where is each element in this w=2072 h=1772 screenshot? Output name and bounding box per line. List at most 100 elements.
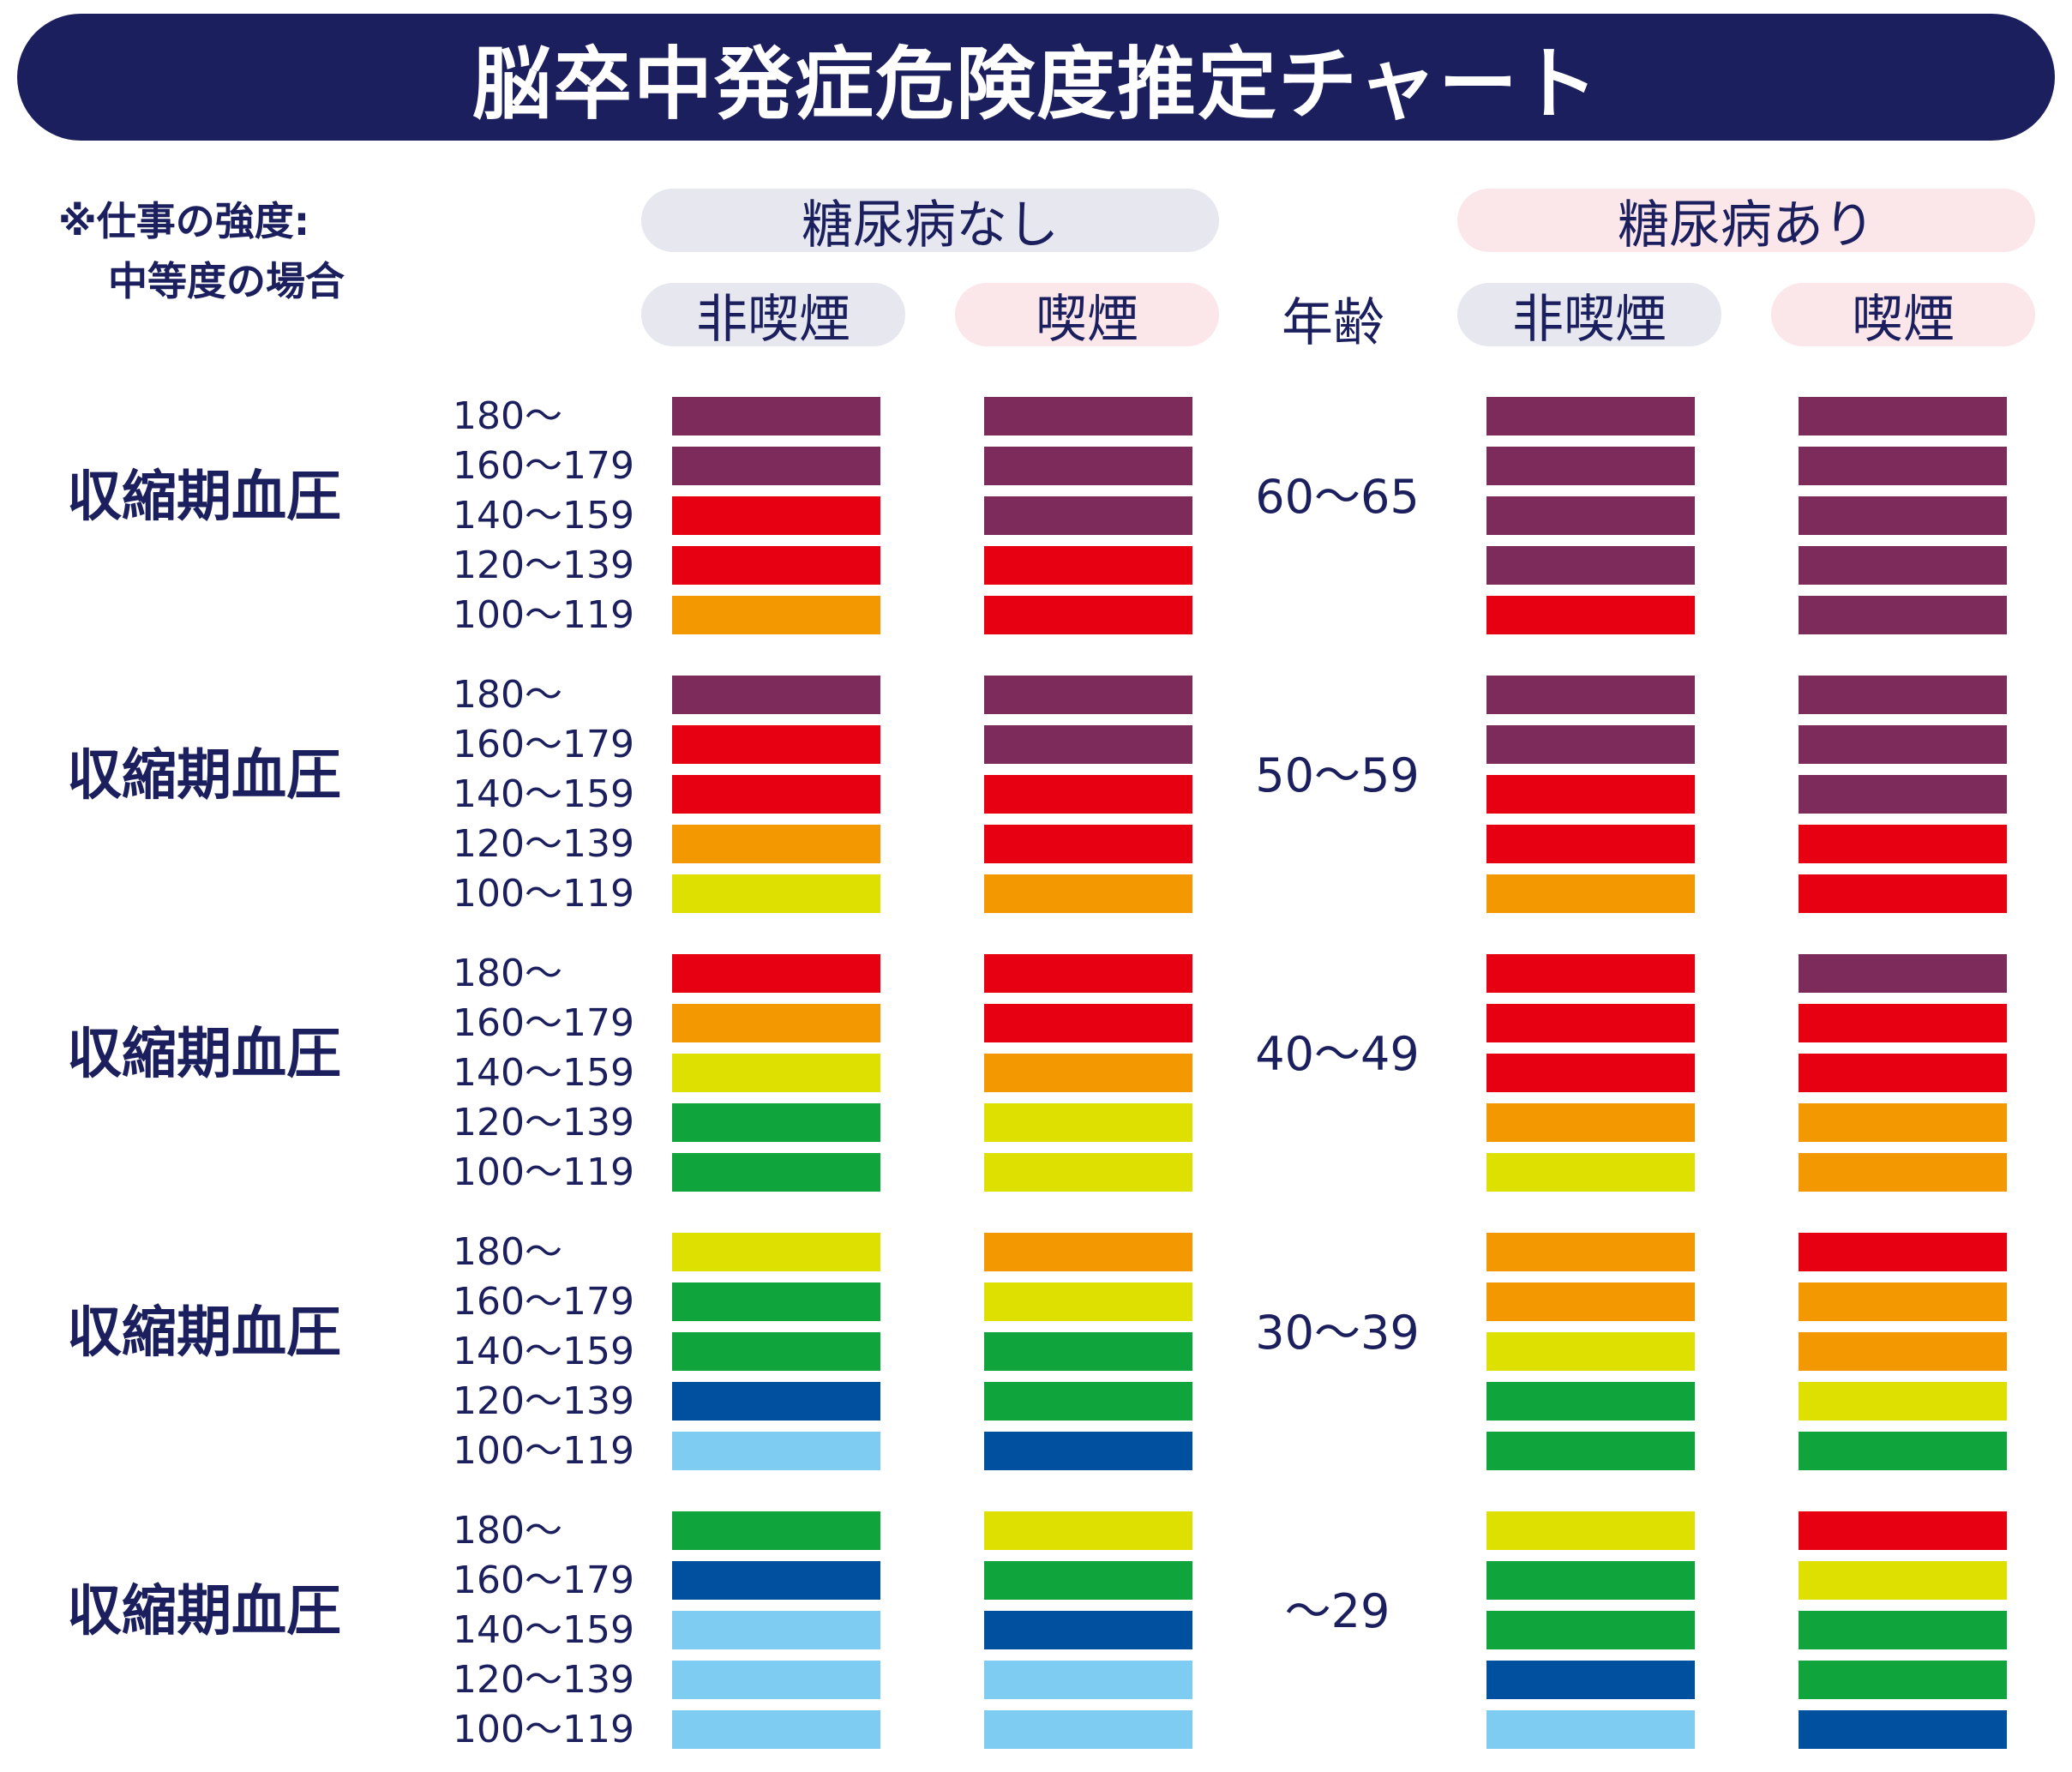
bp-range-label: 100〜119	[453, 1708, 634, 1751]
risk-cell	[1486, 1382, 1695, 1421]
risk-cell	[984, 676, 1192, 714]
risk-cell	[672, 1511, 880, 1550]
risk-cell	[1799, 825, 2007, 863]
risk-cell	[1486, 1103, 1695, 1142]
risk-cell	[1799, 725, 2007, 764]
risk-cell	[1799, 596, 2007, 634]
risk-cell	[1486, 1561, 1695, 1600]
risk-cell	[1799, 1561, 2007, 1600]
bp-range-label: 180〜	[453, 673, 562, 717]
risk-cell	[1486, 874, 1695, 913]
sub-header-smoker-diabetes: 喫煙	[1771, 283, 2035, 350]
age-group-label: 40〜49	[1255, 1027, 1420, 1081]
age-group-label: 〜29	[1284, 1584, 1390, 1638]
risk-cell	[984, 1511, 1192, 1550]
risk-cell	[984, 1710, 1192, 1749]
bp-range-label: 180〜	[453, 394, 562, 438]
age-group-label: 50〜59	[1255, 748, 1420, 802]
risk-cell	[1486, 447, 1695, 485]
risk-cell	[984, 1382, 1192, 1421]
risk-cell	[672, 676, 880, 714]
systolic-bp-label: 収縮期血圧	[67, 1580, 341, 1643]
risk-cell	[672, 1054, 880, 1092]
risk-cell	[1799, 1611, 2007, 1649]
risk-cell	[1486, 725, 1695, 764]
group-header-no-diabetes: 糖尿病なし	[641, 189, 1219, 255]
risk-cell	[1799, 546, 2007, 585]
risk-cell	[1486, 1004, 1695, 1042]
risk-cell	[984, 825, 1192, 863]
risk-cell	[1486, 1710, 1695, 1749]
risk-cell	[672, 447, 880, 485]
risk-cell	[672, 825, 880, 863]
risk-cell	[1799, 1103, 2007, 1142]
risk-cell	[984, 1611, 1192, 1649]
risk-cell	[672, 874, 880, 913]
risk-cell	[984, 1153, 1192, 1192]
note-line-1: ※仕事の強度:	[58, 198, 310, 244]
risk-cell	[672, 1233, 880, 1271]
bp-range-label: 140〜159	[453, 1608, 634, 1652]
bp-range-label: 120〜139	[453, 544, 634, 587]
risk-cell	[1799, 1004, 2007, 1042]
bp-range-label: 140〜159	[453, 1051, 634, 1095]
bp-range-label: 120〜139	[453, 1101, 634, 1144]
risk-cell	[1486, 954, 1695, 993]
bp-range-label: 180〜	[453, 1230, 562, 1274]
risk-cell	[1799, 1282, 2007, 1321]
risk-cell	[1486, 825, 1695, 863]
risk-cell	[984, 1103, 1192, 1142]
risk-cell	[984, 546, 1192, 585]
age-group-label: 60〜65	[1255, 470, 1420, 524]
bp-range-label: 160〜179	[453, 444, 634, 488]
bp-range-label: 160〜179	[453, 1280, 634, 1324]
risk-cell	[1486, 1233, 1695, 1271]
bp-range-label: 140〜159	[453, 1330, 634, 1373]
systolic-bp-label: 収縮期血圧	[67, 1301, 341, 1365]
risk-cell	[672, 1282, 880, 1321]
risk-cell	[1486, 496, 1695, 535]
risk-cell	[672, 1661, 880, 1699]
risk-cell	[672, 1382, 880, 1421]
risk-cell	[1799, 775, 2007, 814]
risk-cell	[984, 1233, 1192, 1271]
risk-cell	[1486, 1661, 1695, 1699]
bp-range-label: 160〜179	[453, 1559, 634, 1602]
sub-header-nonsmoker-no-diabetes: 非喫煙	[641, 283, 905, 350]
risk-cell	[1799, 874, 2007, 913]
bp-range-label: 160〜179	[453, 723, 634, 766]
systolic-bp-label: 収縮期血圧	[67, 744, 341, 808]
bp-range-label: 160〜179	[453, 1001, 634, 1045]
risk-cell	[1799, 1153, 2007, 1192]
risk-cell	[672, 1004, 880, 1042]
risk-cell	[1486, 1332, 1695, 1371]
risk-cell	[672, 1561, 880, 1600]
risk-cell	[1799, 496, 2007, 535]
risk-cell	[984, 1661, 1192, 1699]
risk-cell	[984, 1561, 1192, 1600]
group-header-diabetes: 糖尿病あり	[1457, 189, 2035, 255]
risk-cell	[1799, 1710, 2007, 1749]
risk-cell	[1486, 676, 1695, 714]
risk-cell	[672, 546, 880, 585]
sub-header-nonsmoker-diabetes: 非喫煙	[1457, 283, 1721, 350]
risk-cell	[984, 1282, 1192, 1321]
risk-cell	[1799, 397, 2007, 435]
age-header: 年齢	[1282, 292, 1384, 353]
risk-cell	[1486, 1511, 1695, 1550]
bp-range-label: 180〜	[453, 952, 562, 995]
chart-title: 脳卒中発症危険度推定チャート	[471, 38, 1601, 130]
risk-cell	[672, 1153, 880, 1192]
risk-cell	[984, 1004, 1192, 1042]
risk-cell	[1486, 546, 1695, 585]
title-bar: 脳卒中発症危険度推定チャート	[17, 14, 2055, 141]
risk-cell	[984, 1432, 1192, 1470]
risk-cell	[672, 1432, 880, 1470]
risk-cell	[984, 1332, 1192, 1371]
risk-cell	[1486, 1282, 1695, 1321]
note-line-2: 中等度の場合	[108, 258, 345, 304]
risk-cell	[672, 1611, 880, 1649]
risk-cell	[672, 1103, 880, 1142]
risk-cell	[1486, 1432, 1695, 1470]
risk-cell	[672, 775, 880, 814]
